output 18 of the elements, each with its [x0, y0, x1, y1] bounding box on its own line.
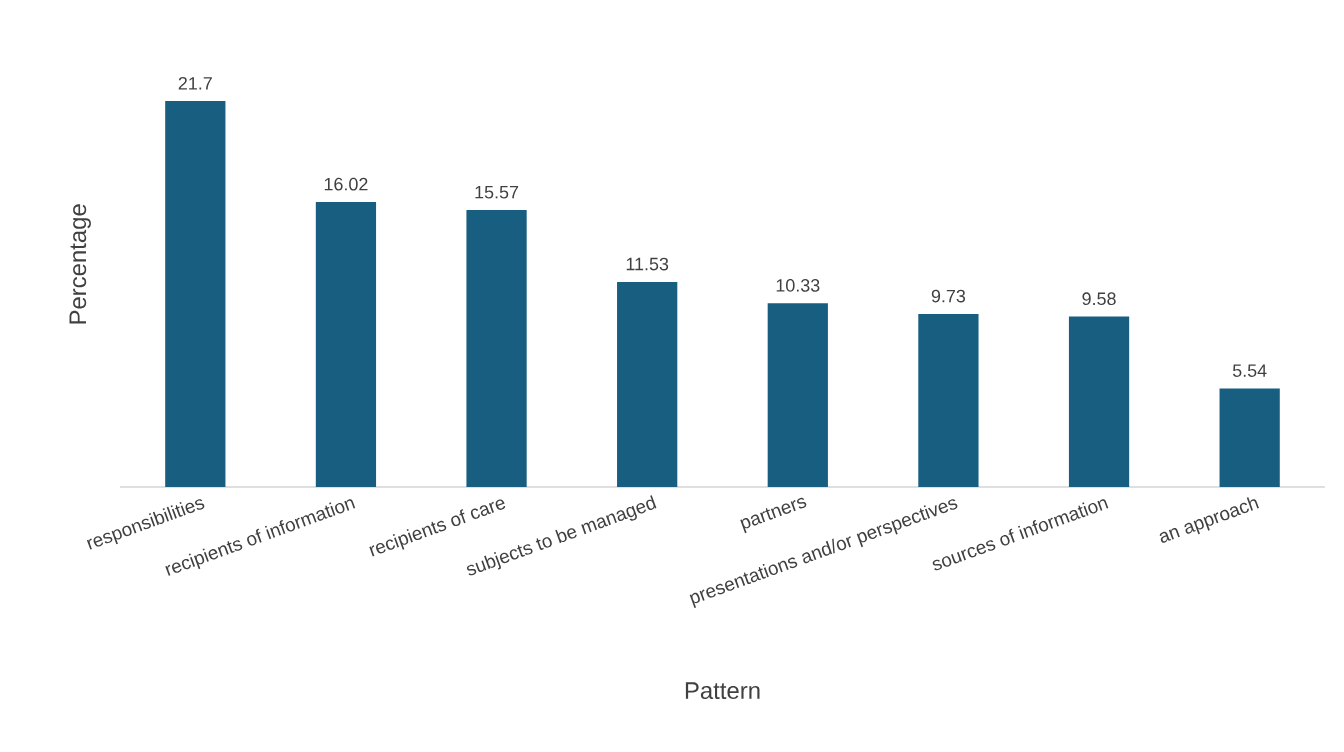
data-label: 15.57 [475, 186, 519, 199]
bar [1068, 316, 1130, 487]
bar [918, 313, 979, 487]
bar [617, 281, 678, 487]
y-axis-title: Percentage [69, 204, 91, 324]
data-label: 9.58 [1082, 292, 1116, 306]
data-label: 5.54 [1232, 364, 1267, 377]
data-label: 11.53 [626, 257, 669, 271]
bar [315, 202, 377, 487]
data-label: 10.33 [776, 279, 820, 292]
bar [165, 101, 226, 487]
bar [767, 303, 828, 487]
data-label: 21.7 [178, 76, 212, 90]
bar [466, 210, 527, 487]
data-label: 9.73 [931, 289, 966, 303]
bar [1219, 388, 1280, 487]
x-axis-title: Pattern [685, 682, 760, 700]
data-label: 16.02 [324, 177, 368, 191]
